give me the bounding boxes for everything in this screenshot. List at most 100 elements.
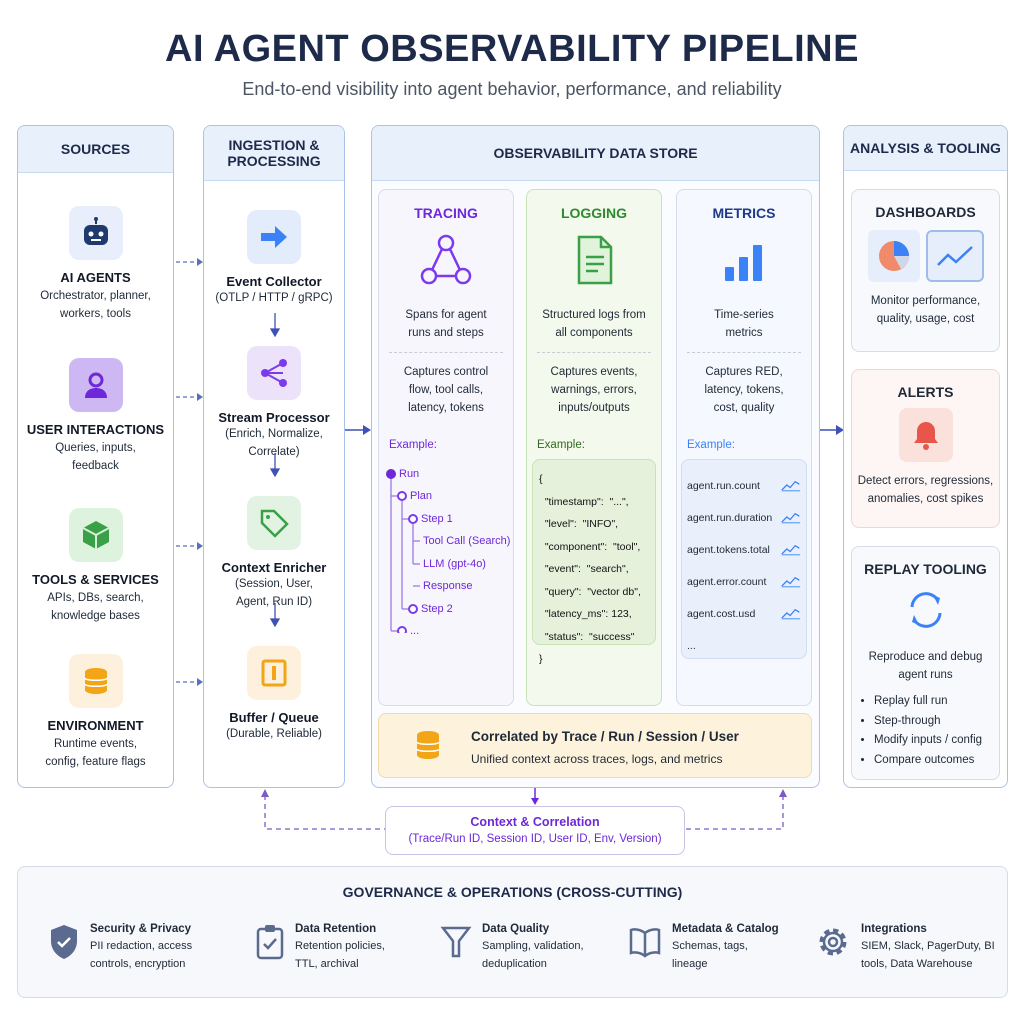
logging-column: LOGGING Structured logs from all compone… [526,189,662,706]
stage-arrows [269,313,281,628]
share-icon [247,346,301,400]
tracing-summary: Spans for agent runs and steps [405,309,487,339]
replay-bullet: Modify inputs / config [874,731,999,751]
alerts-desc: Detect errors, regressions, anomalies, c… [857,475,994,505]
log-example-code: { "timestamp": "...", "level": "INFO", "… [532,459,656,665]
correlated-title: Correlated by Trace / Run / Session / Us… [471,729,739,744]
gov-integrations: Integrations SIEM, Slack, PagerDuty, BI t… [815,923,996,973]
ingestion-header: INGESTION & PROCESSING [204,126,344,181]
source-desc: APIs, DBs, search, knowledge bases [47,592,144,622]
bell-icon [898,408,953,462]
replay-bullet: Step-through [874,712,999,732]
metric-item: agent.cost.usd [687,598,801,630]
metric-name: agent.cost.usd [687,608,756,620]
governance-panel: GOVERNANCE & OPERATIONS (CROSS-CUTTING) [17,866,1008,998]
tag-icon [247,496,301,550]
replay-card[interactable]: REPLAY TOOLING Reproduce and debug agent… [851,546,1000,780]
trace-node-step2: Step 2 [421,603,453,615]
trace-graph-icon [419,233,473,292]
metric-item: agent.run.count [687,470,801,502]
arrow-right-icon [247,210,301,264]
sparkline-icon [781,509,801,528]
context-desc: (Trace/Run ID, Session ID, User ID, Env,… [408,833,662,845]
gov-desc: Retention policies, TTL, archival [295,940,385,970]
gov-quality: Data Quality Sampling, validation, dedupl… [440,923,592,973]
dashboards-desc: Monitor performance, quality, usage, cos… [870,295,981,325]
dashboards-title: DASHBOARDS [875,204,976,220]
metric-name: agent.error.count [687,576,767,588]
alerts-title: ALERTS [897,384,954,400]
source-tools-services: TOOLS & SERVICES APIs, DBs, search, know… [18,508,173,627]
metric-item: agent.run.duration [687,502,801,534]
logging-summary: Structured logs from all components [542,309,646,339]
arrow-to-store [345,425,371,435]
replay-desc: Reproduce and debug agent runs [868,651,983,681]
gov-desc: Sampling, validation, deduplication [482,940,584,970]
arrow-to-analysis [820,425,844,435]
trace-node-more: ... [410,625,420,637]
dashboards-card[interactable]: DASHBOARDS Monitor performance, quality,… [851,189,1000,352]
gear-icon [819,928,847,956]
alerts-card[interactable]: ALERTS Detect errors, regressions, anoma… [851,369,1000,528]
tracing-captures: Captures control flow, tool calls, laten… [403,366,489,414]
gov-title: Data Quality [482,923,550,935]
source-title: AI AGENTS [60,270,131,285]
robot-icon [68,206,123,260]
metric-name: agent.tokens.total [687,544,770,556]
trace-node-tool-call: Tool Call (Search) [423,535,511,547]
source-title: TOOLS & SERVICES [32,572,159,587]
gov-desc: SIEM, Slack, PagerDuty, BI tools, Data W… [861,940,995,970]
stage-title: Event Collector [226,274,322,289]
sparkline-icon [781,477,801,496]
governance-header: GOVERNANCE & OPERATIONS (CROSS-CUTTING) [342,884,683,900]
source-desc: Queries, inputs, feedback [55,442,136,472]
context-title: Context & Correlation [470,815,600,829]
user-icon [68,358,123,412]
trace-node-llm: LLM (gpt-4o) [423,558,486,570]
source-ai-agents: AI AGENTS Orchestrator, planner, workers… [18,206,173,325]
metric-item: agent.tokens.total [687,534,801,566]
stage-desc: (Session, User, Agent, Run ID) [235,578,313,608]
document-icon [567,233,621,292]
stage-desc: (OTLP / HTTP / gRPC) [215,292,333,304]
metrics-example-label: Example: [687,439,735,451]
stage-title: Buffer / Queue [229,710,319,725]
cube-icon [68,508,123,562]
stage-event-collector: Event Collector (OTLP / HTTP / gRPC) [204,210,344,307]
metrics-column: METRICS Time-series metrics Captures RED… [676,189,812,706]
context-connectors [261,788,787,830]
gov-metadata: Metadata & Catalog Schemas, tags, lineage [628,923,779,973]
clipboard-check-icon [256,925,284,960]
page-title: AI AGENT OBSERVABILITY PIPELINE [165,28,859,70]
store-header: OBSERVABILITY DATA STORE [372,126,819,181]
metrics-title: METRICS [712,205,776,221]
replay-bullet: Replay full run [874,692,999,712]
replay-bullet: Compare outcomes [874,751,999,771]
stage-title: Stream Processor [218,410,330,425]
database-icon [68,654,123,708]
context-correlation-box: Context & Correlation (Trace/Run ID, Ses… [385,806,685,855]
stage-stream-processor: Stream Processor (Enrich, Normalize, Cor… [204,346,344,461]
gov-desc: PII redaction, access controls, encrypti… [90,940,193,970]
logging-example-label: Example: [537,439,585,451]
source-title: ENVIRONMENT [47,718,144,733]
source-desc: Orchestrator, planner, workers, tools [40,290,151,320]
metric-name: agent.run.duration [687,512,773,524]
source-desc: Runtime events, config, feature flags [45,738,146,768]
trace-node-run: Run [399,468,420,480]
trace-node-step1: Step 1 [421,513,453,525]
source-connectors [176,258,203,686]
gov-title: Integrations [861,923,927,935]
stage-title: Context Enricher [221,560,327,575]
tracing-example-label: Example: [389,439,437,451]
replay-bullets: Replay full run Step-through Modify inpu… [874,692,999,770]
logging-title: LOGGING [560,205,628,221]
trace-node-plan: Plan [410,490,433,502]
metrics-captures: Captures RED, latency, tokens, cost, qua… [704,366,784,414]
gov-desc: Schemas, tags, lineage [672,940,748,970]
sparkline-icon [781,541,801,560]
stage-desc: (Durable, Reliable) [226,728,322,740]
sources-panel: SOURCES AI AGENTS Orchestrator, planner,… [17,125,174,788]
metric-name: agent.run.count [687,480,760,492]
metric-name: ... [687,640,696,652]
